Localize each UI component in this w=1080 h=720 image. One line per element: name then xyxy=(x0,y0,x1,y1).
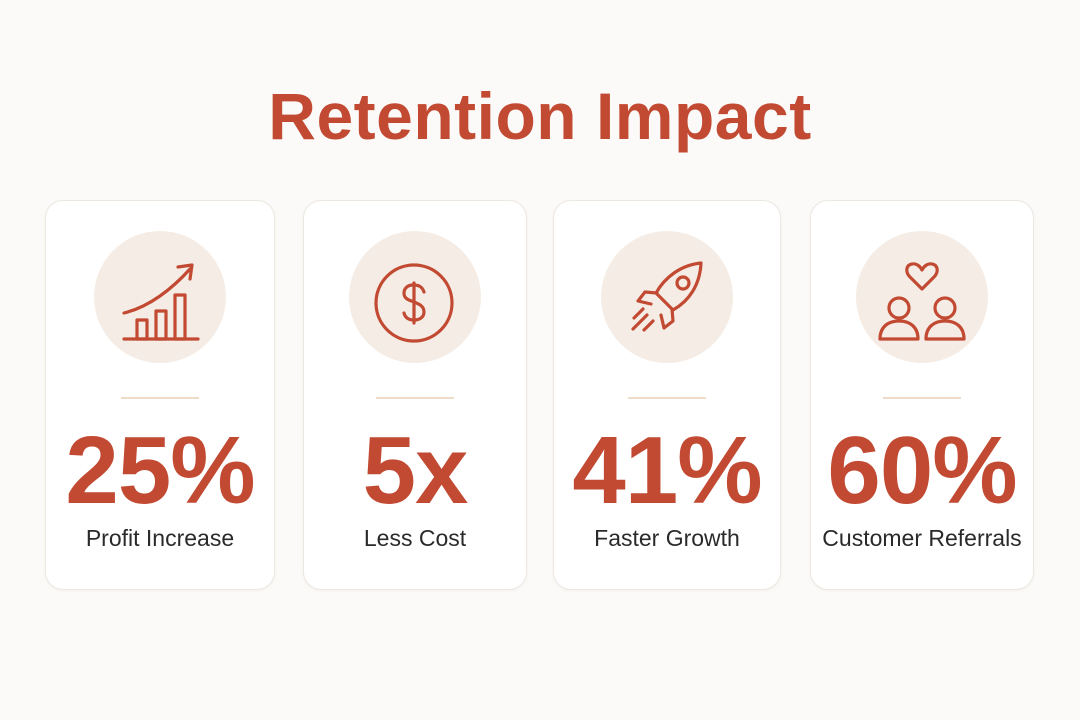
stat-card-profit-increase: 25% Profit Increase xyxy=(45,200,275,590)
icon-badge xyxy=(856,231,988,363)
stat-value: 41% xyxy=(572,417,762,524)
stat-value: 25% xyxy=(65,417,255,524)
stat-label: Customer Referrals xyxy=(822,525,1022,551)
stat-value: 5x xyxy=(362,417,469,524)
divider xyxy=(628,397,706,399)
stat-label: Less Cost xyxy=(363,525,467,551)
stat-card-customer-referrals: 60% Customer Referrals xyxy=(810,200,1034,590)
icon-badge xyxy=(349,231,481,363)
people-heart-icon xyxy=(878,262,966,341)
icon-badge xyxy=(94,231,226,363)
page-title: Retention Impact xyxy=(268,79,812,153)
stat-value: 60% xyxy=(827,417,1017,524)
dollar-icon xyxy=(374,263,454,343)
stat-card-faster-growth: 41% Faster Growth xyxy=(553,200,781,590)
icon-badge xyxy=(601,231,733,363)
stat-label: Profit Increase xyxy=(85,525,235,551)
stat-card-less-cost: 5x Less Cost xyxy=(303,200,527,590)
divider xyxy=(883,397,961,399)
stat-label: Faster Growth xyxy=(594,525,740,551)
divider xyxy=(121,397,199,399)
divider xyxy=(376,397,454,399)
rocket-icon xyxy=(631,261,703,332)
growth-chart-icon xyxy=(122,263,200,341)
